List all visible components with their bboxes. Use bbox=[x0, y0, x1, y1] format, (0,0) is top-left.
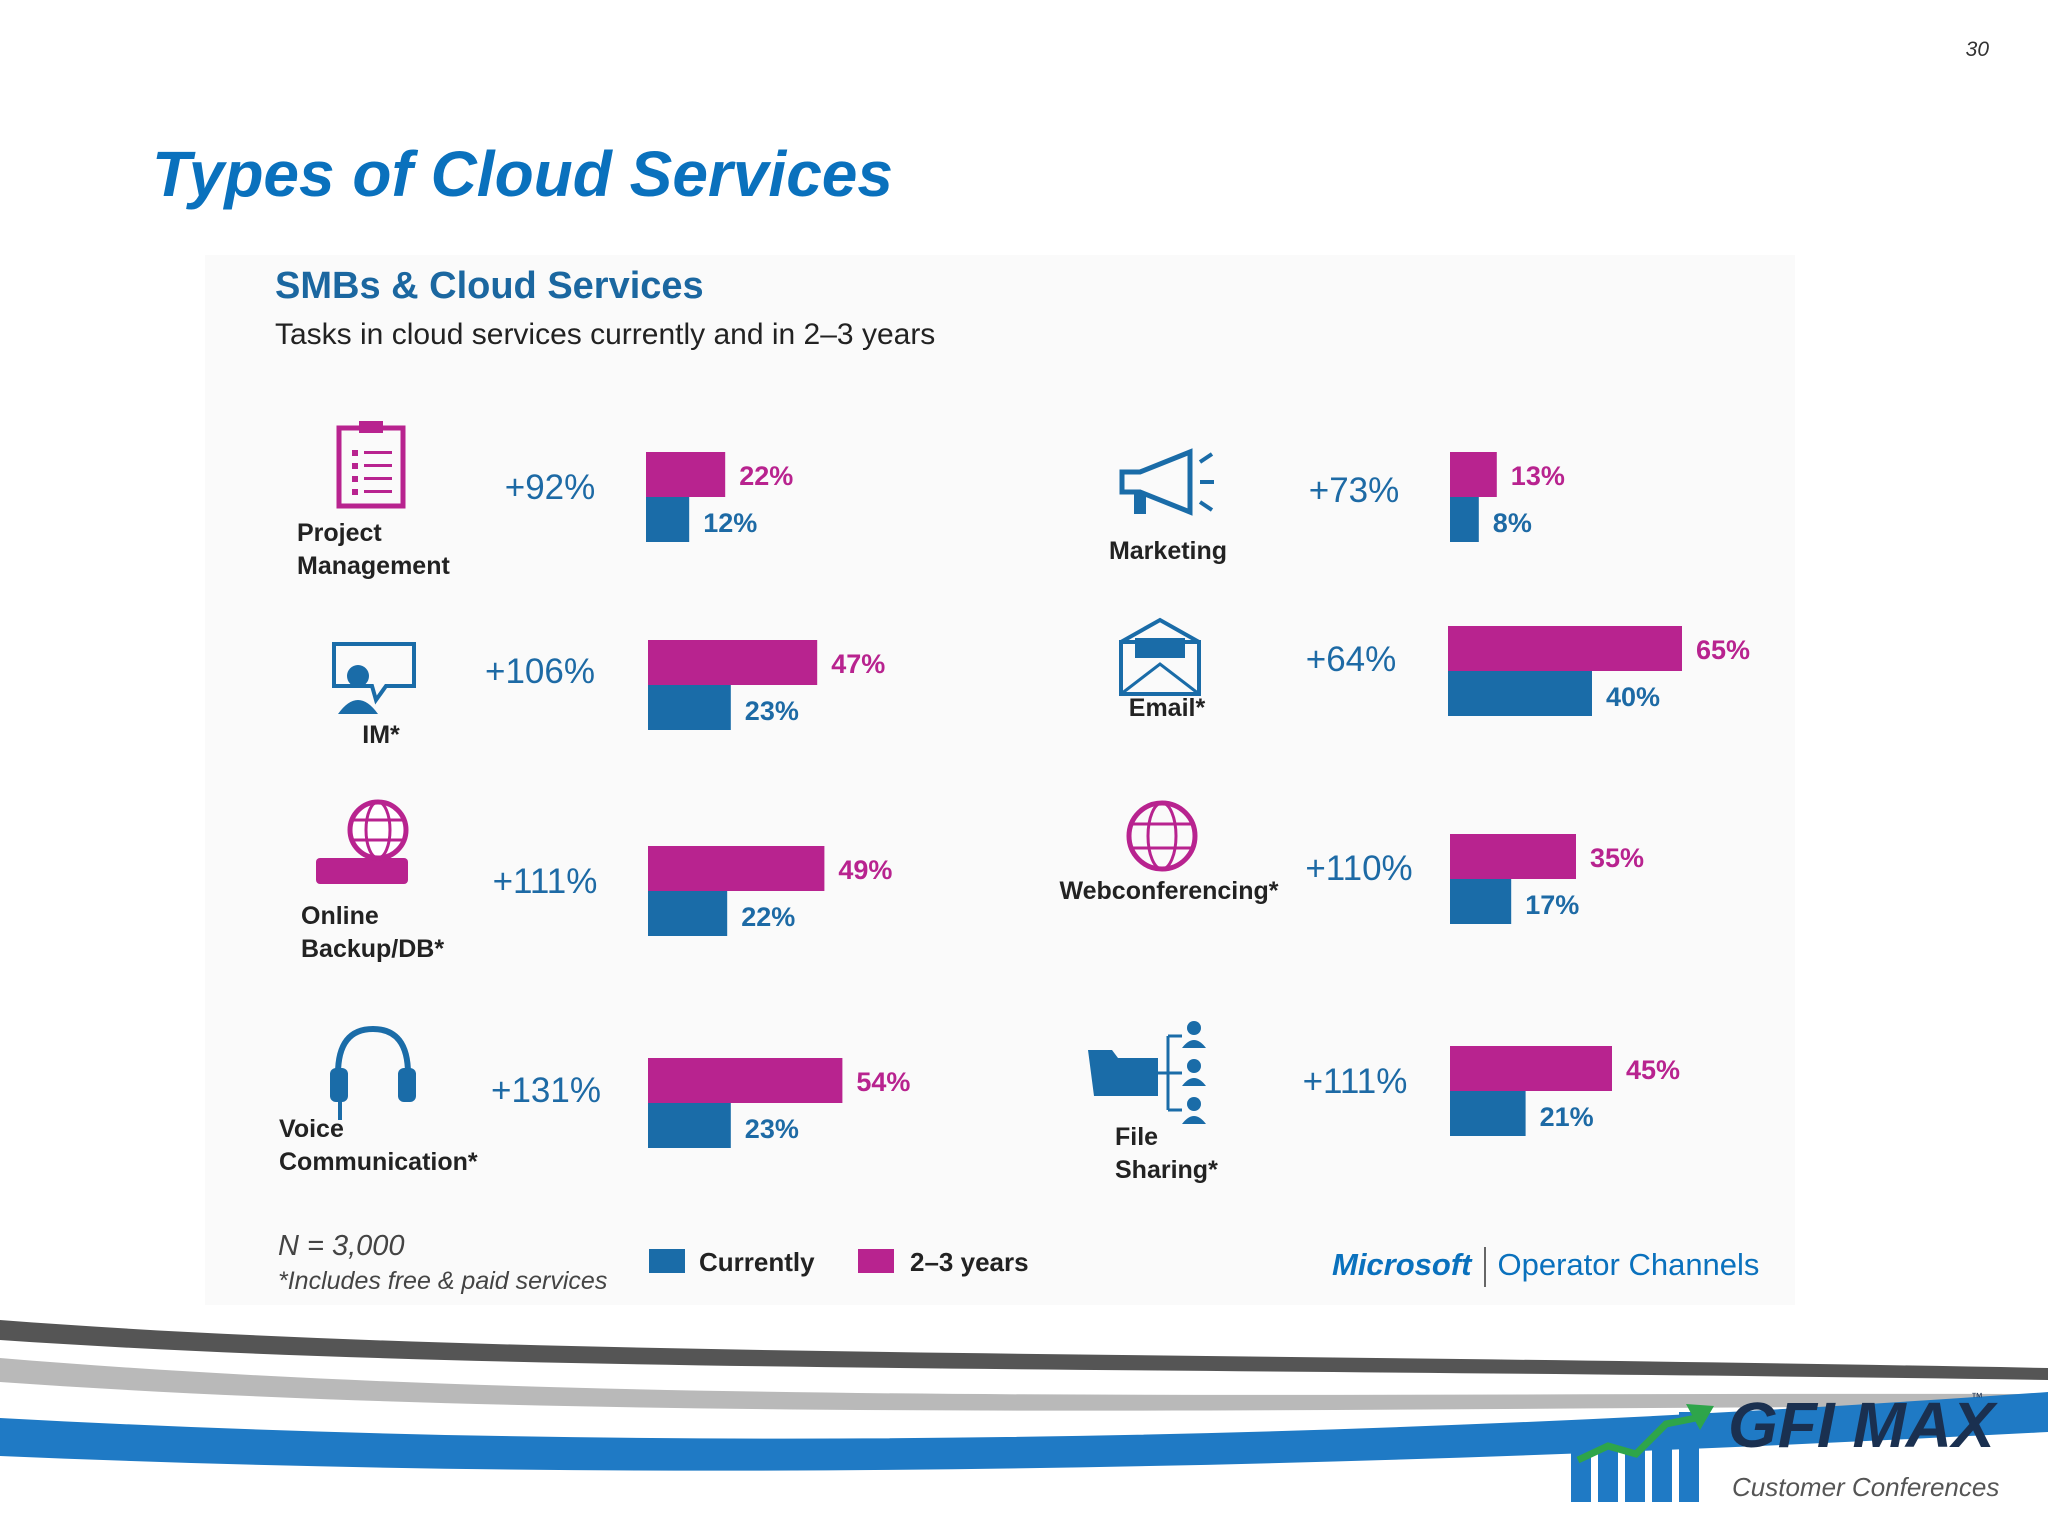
bar-current bbox=[1450, 879, 1512, 924]
value-label-current: 21% bbox=[1540, 1102, 1594, 1132]
bar-current bbox=[646, 497, 690, 542]
megaphone-icon bbox=[1119, 448, 1214, 516]
value-label-future: 65% bbox=[1696, 635, 1750, 665]
envelope-icon bbox=[1119, 617, 1201, 696]
slide-number: 30 bbox=[1965, 38, 1989, 61]
value-label-current: 40% bbox=[1606, 682, 1660, 712]
category-label: Voice Communication* bbox=[279, 1115, 478, 1176]
value-label-current: 22% bbox=[741, 902, 795, 932]
category-label: Webconferencing* bbox=[1059, 877, 1278, 905]
bars-arrow-icon bbox=[1571, 1404, 1714, 1502]
bar-current bbox=[648, 685, 731, 730]
bar-current bbox=[1450, 1091, 1526, 1136]
gfi-max-logo: GFI MAX ™ Customer Conferences bbox=[1568, 1388, 2008, 1508]
microsoft-logo: Microsoft bbox=[1332, 1247, 1472, 1283]
bar-future bbox=[1450, 834, 1576, 879]
growth-label: +64% bbox=[1306, 640, 1397, 679]
slide-title: Types of Cloud Services bbox=[152, 138, 893, 210]
globe-drive-icon bbox=[316, 799, 409, 884]
bar-future bbox=[1450, 452, 1497, 497]
value-label-future: 49% bbox=[838, 855, 892, 885]
source-credit: Microsoft Operator Channels bbox=[1332, 1247, 1759, 1287]
bar-future bbox=[1448, 626, 1682, 671]
value-label-future: 45% bbox=[1626, 1055, 1680, 1085]
growth-label: +92% bbox=[505, 468, 596, 507]
value-label-future: 22% bbox=[739, 461, 793, 491]
value-label-current: 23% bbox=[745, 696, 799, 726]
category-label: Marketing bbox=[1109, 537, 1227, 565]
value-label-future: 35% bbox=[1590, 843, 1644, 873]
category-label: Online Backup/DB* bbox=[301, 902, 444, 963]
headset-icon bbox=[330, 1025, 416, 1120]
chart-title: SMBs & Cloud Services bbox=[275, 265, 704, 307]
trademark-mark: ™ bbox=[1971, 1390, 1983, 1404]
value-label-current: 8% bbox=[1493, 508, 1532, 538]
growth-label: +73% bbox=[1309, 471, 1400, 510]
value-label-future: 47% bbox=[831, 649, 885, 679]
bar-future bbox=[648, 640, 818, 685]
value-label-current: 23% bbox=[745, 1114, 799, 1144]
bar-future bbox=[648, 1058, 843, 1103]
growth-label: +111% bbox=[493, 862, 598, 901]
growth-label: +131% bbox=[491, 1071, 601, 1110]
folder-users-icon bbox=[1088, 1021, 1206, 1124]
growth-label: +106% bbox=[485, 652, 595, 691]
source-text: Operator Channels bbox=[1497, 1247, 1760, 1283]
clipboard-icon bbox=[336, 421, 406, 509]
footer-swoosh bbox=[0, 1320, 2048, 1471]
chart-panel bbox=[205, 255, 1795, 1305]
bar-current bbox=[648, 891, 728, 936]
category-label: File Sharing* bbox=[1115, 1123, 1218, 1184]
sample-size-note: N = 3,000 bbox=[278, 1230, 405, 1262]
bar-current bbox=[1450, 497, 1479, 542]
value-label-current: 17% bbox=[1525, 890, 1579, 920]
value-label-future: 54% bbox=[856, 1067, 910, 1097]
growth-label: +111% bbox=[1303, 1062, 1408, 1101]
category-label: Email* bbox=[1129, 694, 1206, 722]
globe-icon bbox=[1126, 800, 1198, 872]
bar-current bbox=[1448, 671, 1592, 716]
value-label-future: 13% bbox=[1511, 461, 1565, 491]
category-label: IM* bbox=[362, 721, 400, 749]
bar-future bbox=[648, 846, 825, 891]
legend-swatch-current bbox=[649, 1249, 685, 1273]
bar-future bbox=[646, 452, 726, 497]
legend-label-current: Currently bbox=[699, 1247, 815, 1277]
bar-current bbox=[648, 1103, 731, 1148]
gfi-max-wordmark: GFI MAX bbox=[1728, 1389, 1995, 1461]
legend-label-future: 2–3 years bbox=[910, 1247, 1029, 1277]
category-label: Project Management bbox=[297, 519, 450, 580]
chat-presenter-icon bbox=[332, 642, 416, 714]
bar-future bbox=[1450, 1046, 1612, 1091]
chart-subtitle: Tasks in cloud services currently and in… bbox=[275, 318, 936, 351]
value-label-current: 12% bbox=[703, 508, 757, 538]
gfi-tagline: Customer Conferences bbox=[1732, 1472, 2000, 1502]
includes-note: *Includes free & paid services bbox=[278, 1267, 608, 1295]
legend-swatch-future bbox=[858, 1249, 894, 1273]
growth-label: +110% bbox=[1305, 849, 1412, 888]
source-divider bbox=[1483, 1247, 1486, 1287]
